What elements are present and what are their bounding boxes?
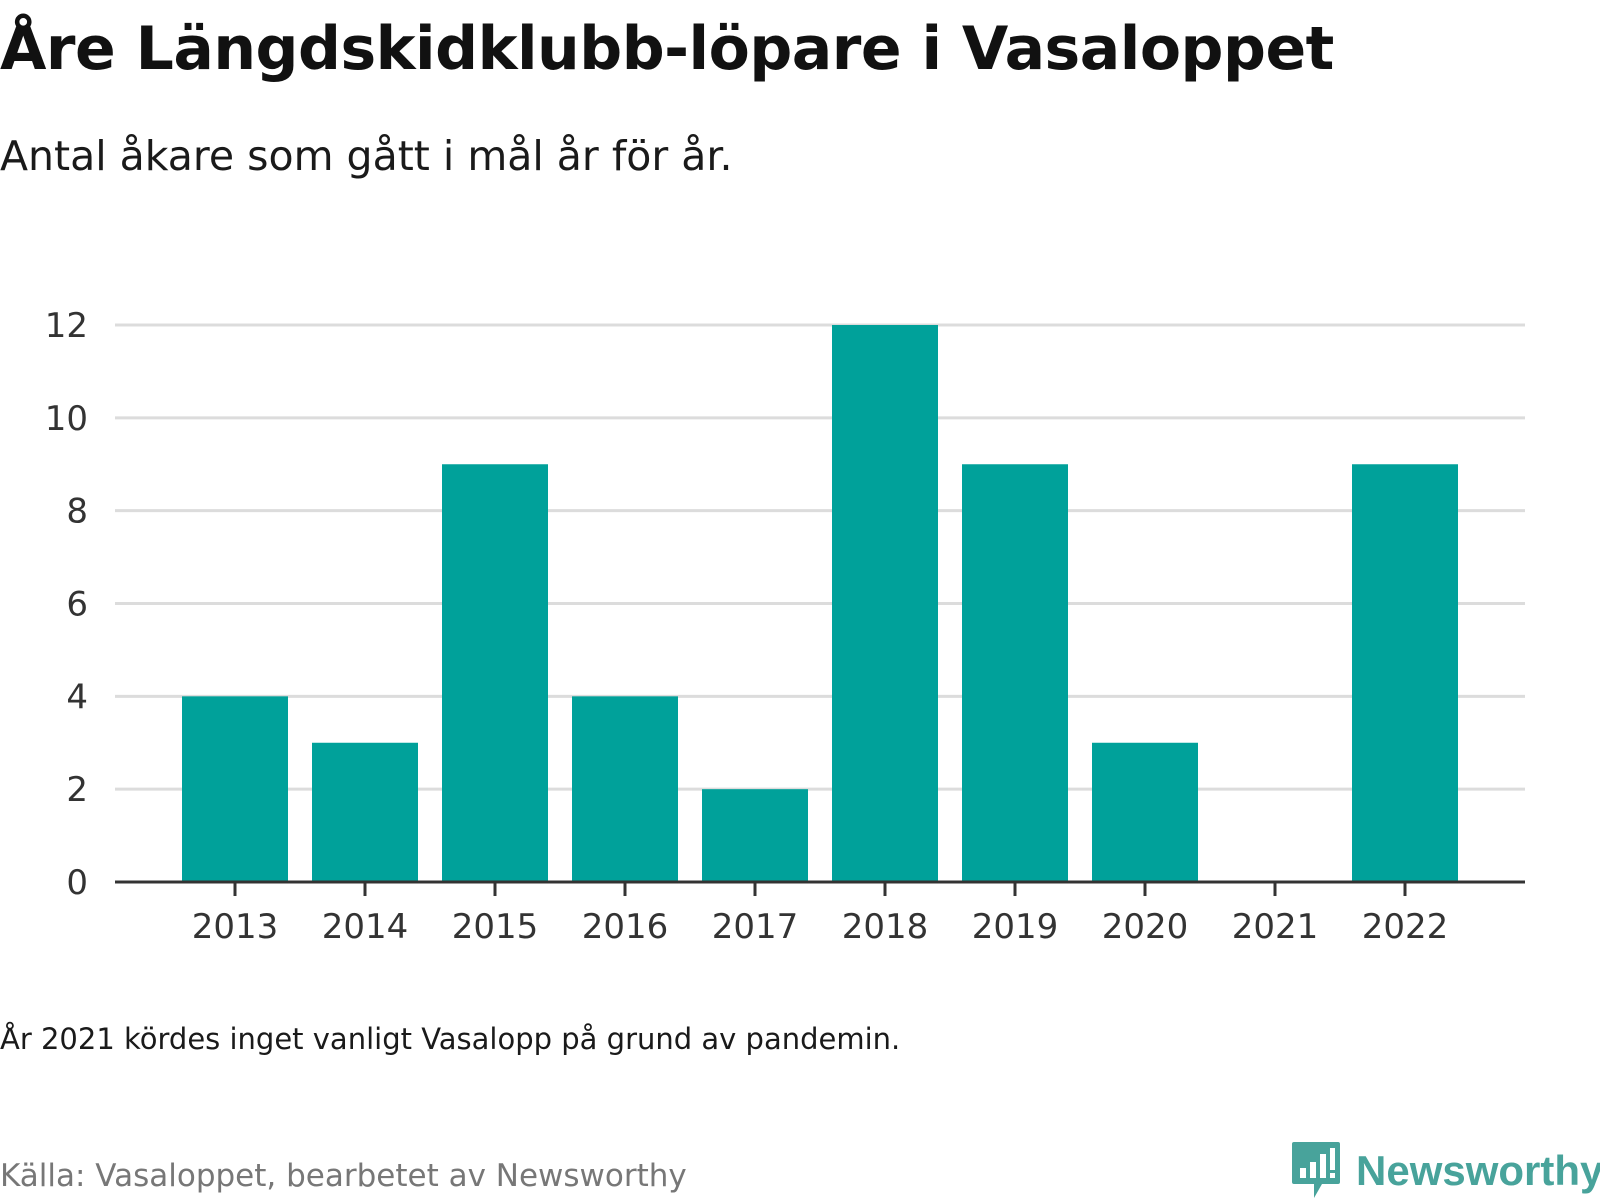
bar-2020 (1092, 742, 1198, 882)
chart-title: Åre Längdskidklubb-löpare i Vasaloppet (0, 14, 1334, 84)
x-tick-label: 2017 (712, 907, 799, 947)
chart-note: År 2021 kördes inget vanligt Vasalopp på… (0, 1022, 901, 1056)
x-axis-ticks: 2013 2014 2015 2016 2017 2018 2019 2020 2021 2022 (192, 882, 1449, 947)
y-tick-label: 0 (66, 863, 88, 903)
brand-name: Newsworthy (1356, 1147, 1600, 1194)
x-tick-label: 2016 (582, 907, 669, 947)
bar-2017 (702, 789, 808, 882)
x-tick-label: 2021 (1232, 907, 1319, 947)
bar-2018 (832, 325, 938, 882)
newsworthy-logo: Newsworthy (1290, 1140, 1600, 1202)
x-tick-label: 2013 (192, 907, 279, 947)
bar-2022 (1352, 464, 1458, 882)
chart-subtitle: Antal åkare som gått i mål år för år. (0, 132, 733, 180)
x-tick-label: 2014 (322, 907, 409, 947)
chart-source: Källa: Vasaloppet, bearbetet av Newswort… (0, 1158, 687, 1194)
y-tick-label: 6 (66, 585, 88, 625)
gridlines (115, 323, 1525, 791)
y-tick-label: 12 (45, 306, 88, 346)
y-axis-ticks: 0 2 4 6 8 10 12 (45, 306, 88, 903)
bar-2014 (312, 742, 418, 882)
x-tick-label: 2020 (1102, 907, 1189, 947)
y-tick-label: 2 (66, 770, 88, 810)
newsworthy-logo-icon (1292, 1142, 1340, 1198)
y-tick-label: 10 (45, 399, 88, 439)
x-tick-label: 2022 (1362, 907, 1449, 947)
bar-2019 (962, 464, 1068, 882)
x-tick-label: 2015 (452, 907, 539, 947)
bar-2015 (442, 464, 548, 882)
x-tick-label: 2019 (972, 907, 1059, 947)
bars (182, 325, 1458, 882)
x-tick-label: 2018 (842, 907, 929, 947)
bar-2016 (572, 696, 678, 882)
bar-2013 (182, 696, 288, 882)
y-tick-label: 4 (66, 677, 88, 717)
y-tick-label: 8 (66, 492, 88, 532)
